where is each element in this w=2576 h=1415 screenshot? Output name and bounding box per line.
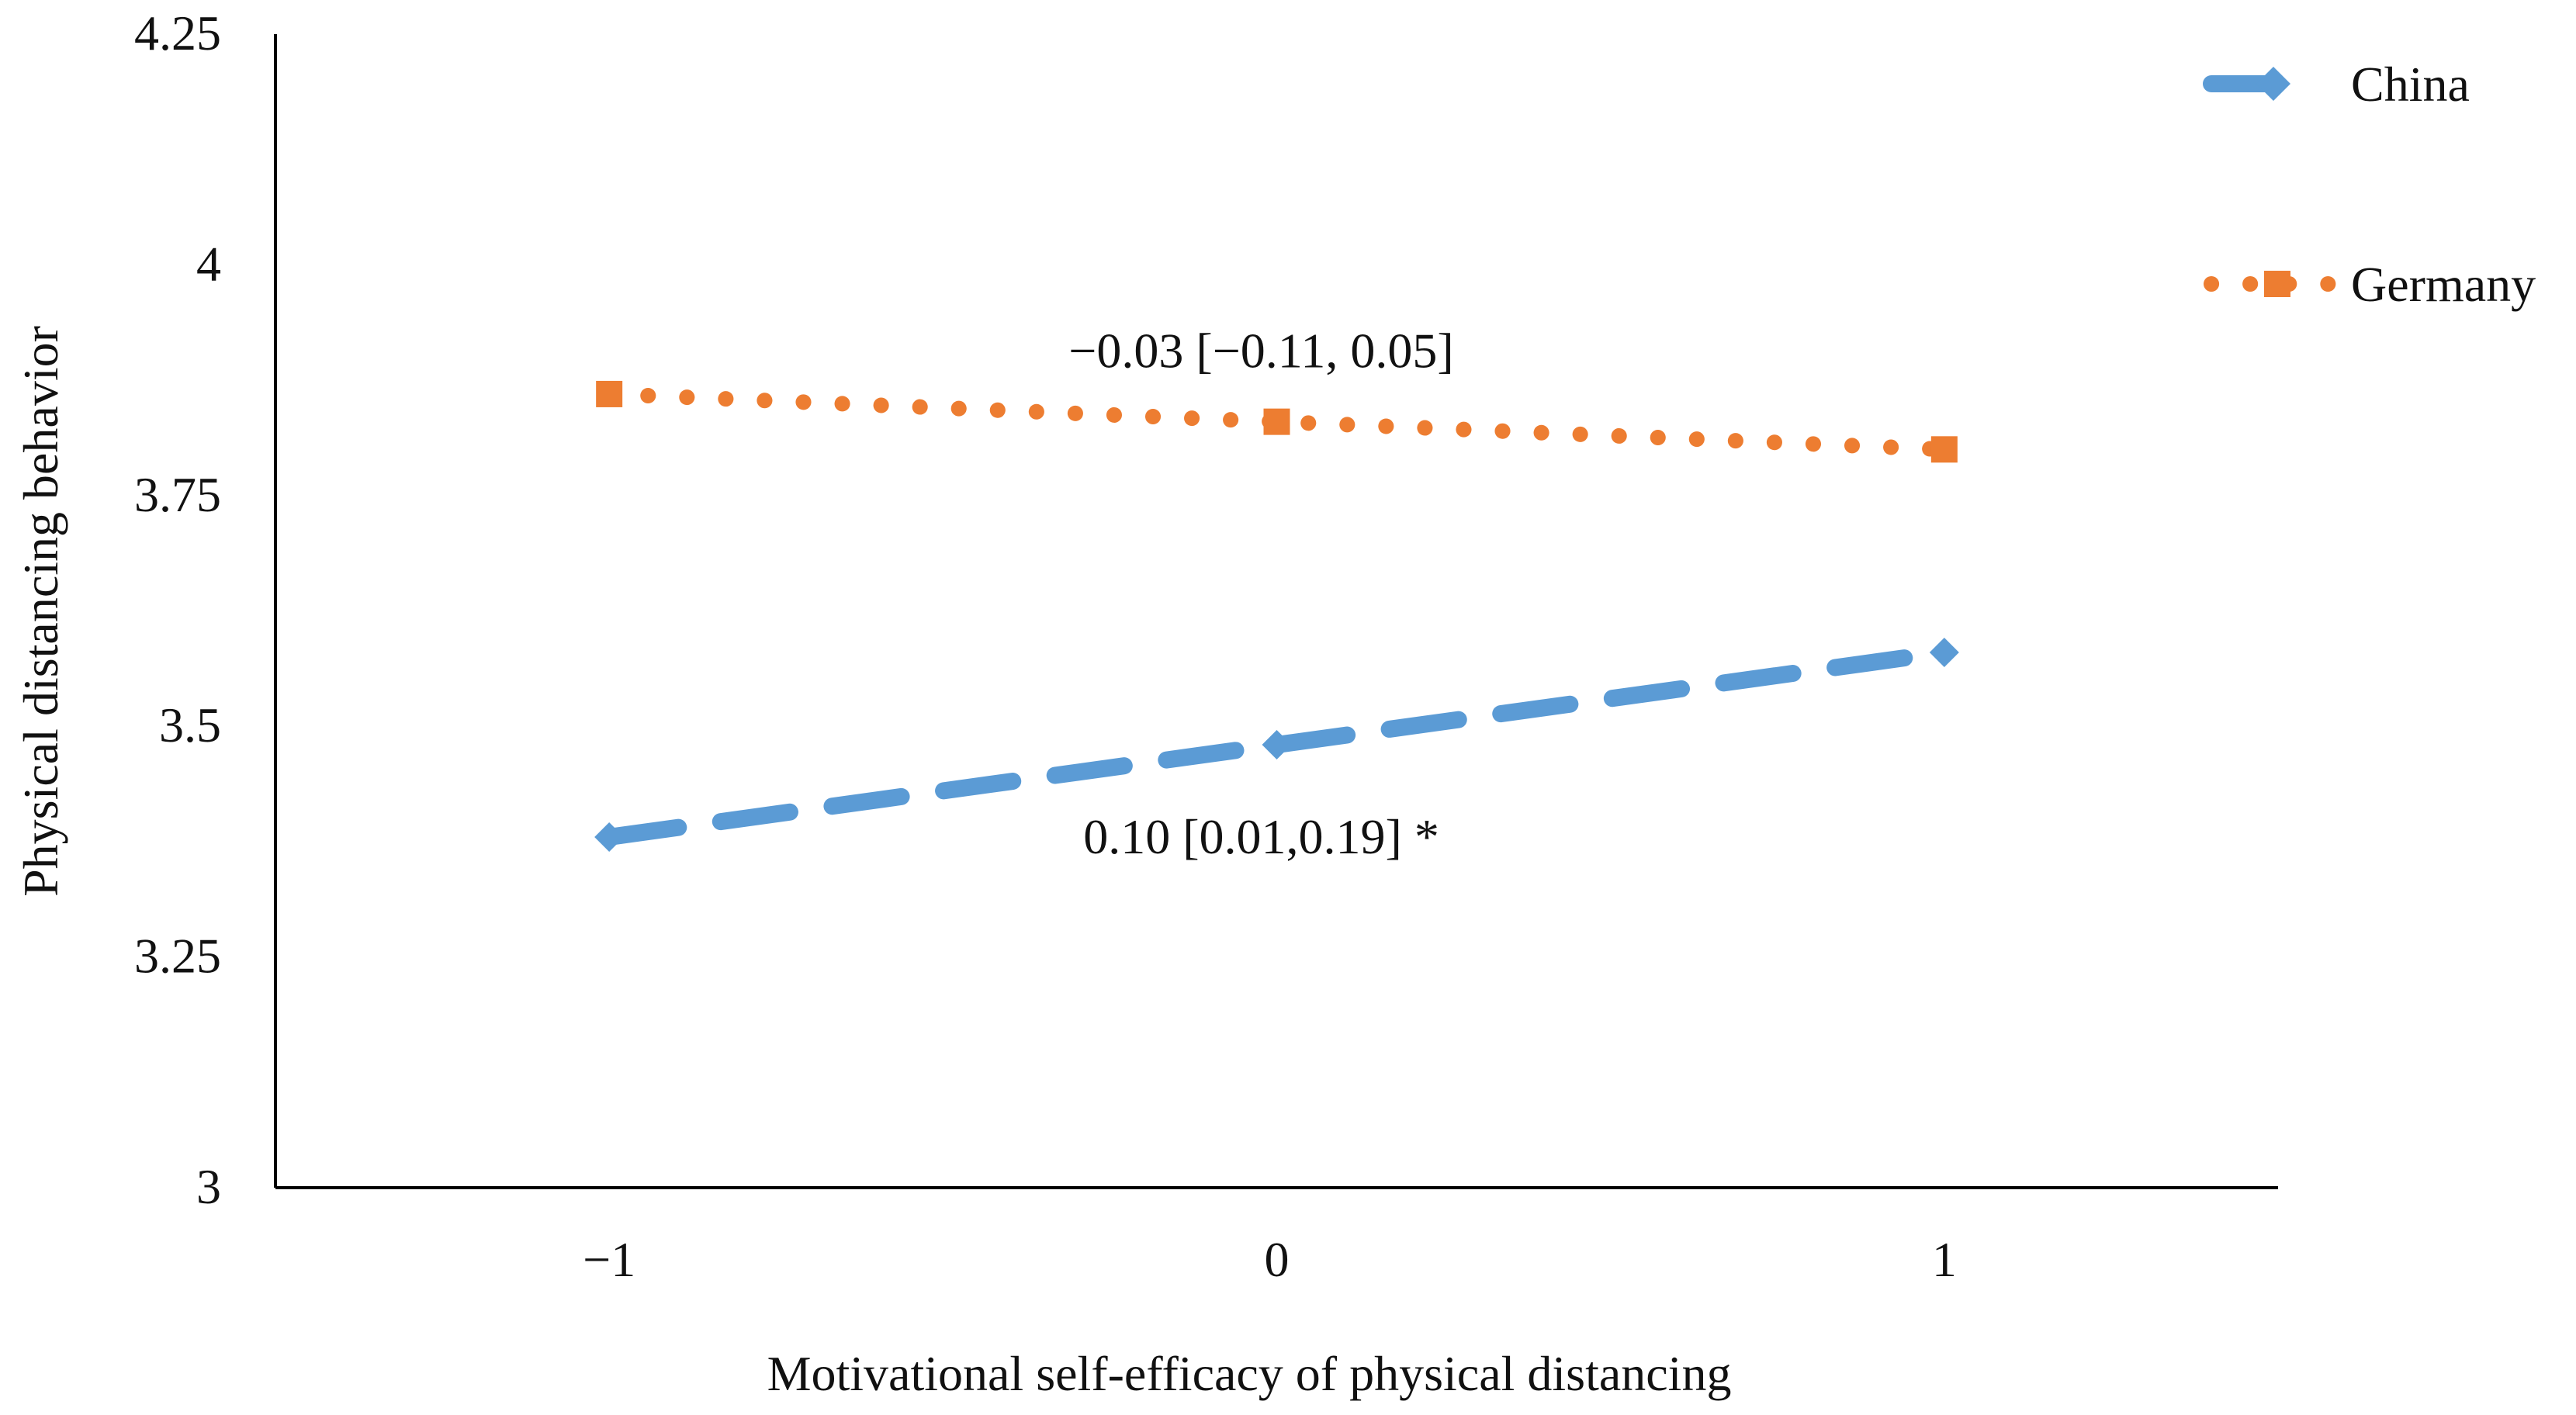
legend-label-germany: Germany bbox=[2351, 257, 2536, 312]
x-tick-label: 1 bbox=[1932, 1232, 1957, 1287]
x-tick-labels: −1 0 1 bbox=[583, 1232, 1957, 1287]
x-tick-label: −1 bbox=[583, 1232, 635, 1287]
series-layer bbox=[594, 380, 1959, 852]
y-tick-label: 4.25 bbox=[134, 5, 221, 61]
data-point-china bbox=[594, 822, 625, 852]
annotation-china: 0.10 [0.01,0.19] * bbox=[1083, 809, 1439, 864]
annotations: −0.03 [−0.11, 0.05] 0.10 [0.01,0.19] * bbox=[1068, 323, 1453, 864]
y-tick-label: 3.75 bbox=[134, 467, 221, 522]
legend-marker-china bbox=[2256, 67, 2290, 101]
data-point-germany bbox=[596, 380, 623, 407]
y-axis-title: Physical distancing behavior bbox=[13, 326, 68, 897]
data-point-germany bbox=[1263, 408, 1290, 435]
y-tick-label: 3.25 bbox=[134, 929, 221, 984]
legend-marker-germany bbox=[2264, 271, 2290, 297]
x-tick-label: 0 bbox=[1265, 1232, 1290, 1287]
data-point-china bbox=[1929, 638, 1959, 668]
x-axis-title: Motivational self-efficacy of physical d… bbox=[767, 1346, 1732, 1401]
y-tick-labels: 3 3.25 3.5 3.75 4 4.25 bbox=[134, 5, 221, 1214]
legend-label-china: China bbox=[2351, 57, 2470, 112]
y-tick-label: 3.5 bbox=[159, 697, 221, 752]
data-point-china bbox=[1262, 729, 1292, 759]
legend: China Germany bbox=[2203, 57, 2536, 312]
y-tick-label: 3 bbox=[196, 1159, 221, 1214]
y-tick-label: 4 bbox=[196, 236, 221, 291]
annotation-germany: −0.03 [−0.11, 0.05] bbox=[1068, 323, 1453, 379]
data-point-germany bbox=[1930, 436, 1958, 463]
